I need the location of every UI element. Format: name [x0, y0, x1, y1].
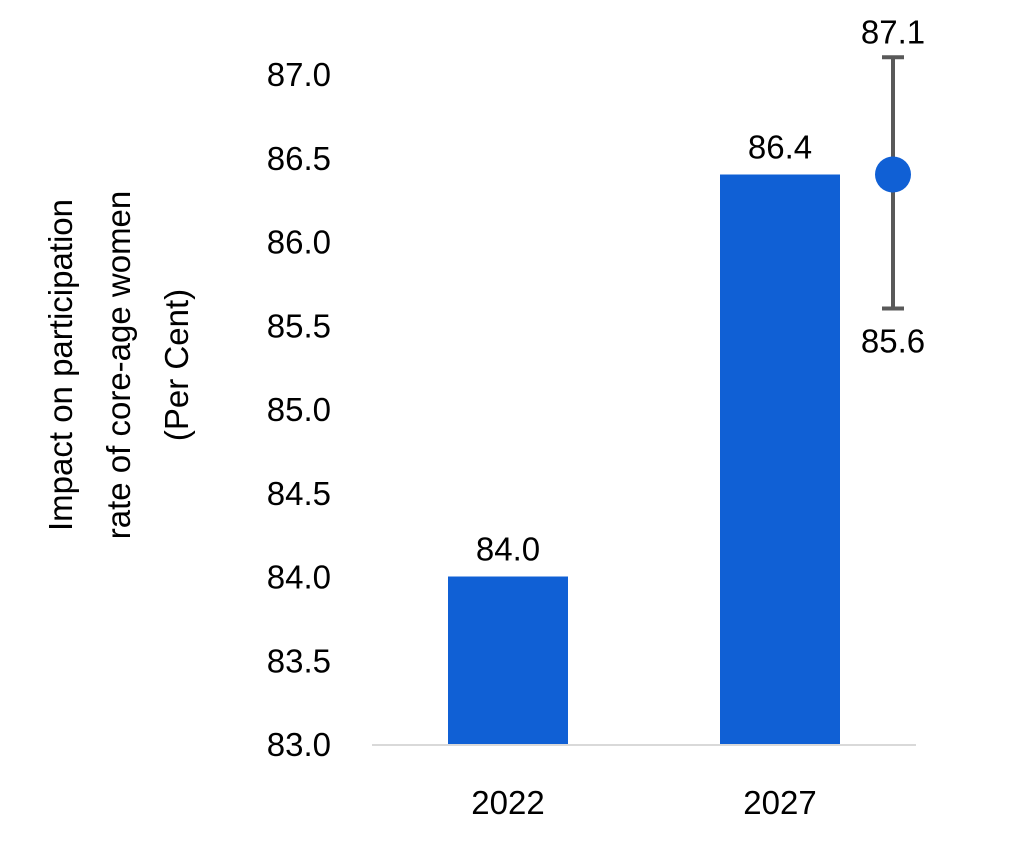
estimate-range: 87.1 85.6	[861, 13, 925, 359]
bar-2027	[720, 174, 840, 744]
y-tick-label: 87.0	[267, 56, 331, 93]
bar-2022	[448, 576, 568, 744]
y-axis-title: Impact on participation rate of core-age…	[42, 191, 195, 540]
bars	[448, 174, 840, 744]
y-tick-label: 83.5	[267, 642, 331, 679]
y-tick-label: 83.0	[267, 726, 331, 763]
estimate-upper-label: 87.1	[861, 13, 925, 50]
y-tick-label: 85.5	[267, 307, 331, 344]
x-category-label-2022: 2022	[471, 784, 544, 821]
y-axis-title-line-3: (Per Cent)	[158, 289, 195, 441]
estimate-point	[875, 156, 911, 193]
y-axis-title-line-2: rate of core-age women	[100, 191, 137, 540]
y-tick-label: 86.0	[267, 224, 331, 261]
y-tick-label: 86.5	[267, 140, 331, 177]
x-axis-categories: 2022 2027	[471, 784, 816, 821]
y-axis-title-line-1: Impact on participation	[42, 199, 79, 531]
y-tick-label: 84.5	[267, 475, 331, 512]
y-axis-ticks: 83.0 83.5 84.0 84.5 85.0 85.5 86.0 86.5 87.0	[267, 56, 331, 763]
estimate-lower-label: 85.6	[861, 323, 925, 360]
x-category-label-2027: 2027	[743, 784, 816, 821]
bar-value-label-2022: 84.0	[476, 531, 540, 568]
bar-value-labels: 84.0 86.4	[476, 129, 812, 568]
bar-value-label-2027: 86.4	[748, 129, 812, 166]
y-tick-label: 85.0	[267, 391, 331, 428]
y-tick-label: 84.0	[267, 559, 331, 596]
